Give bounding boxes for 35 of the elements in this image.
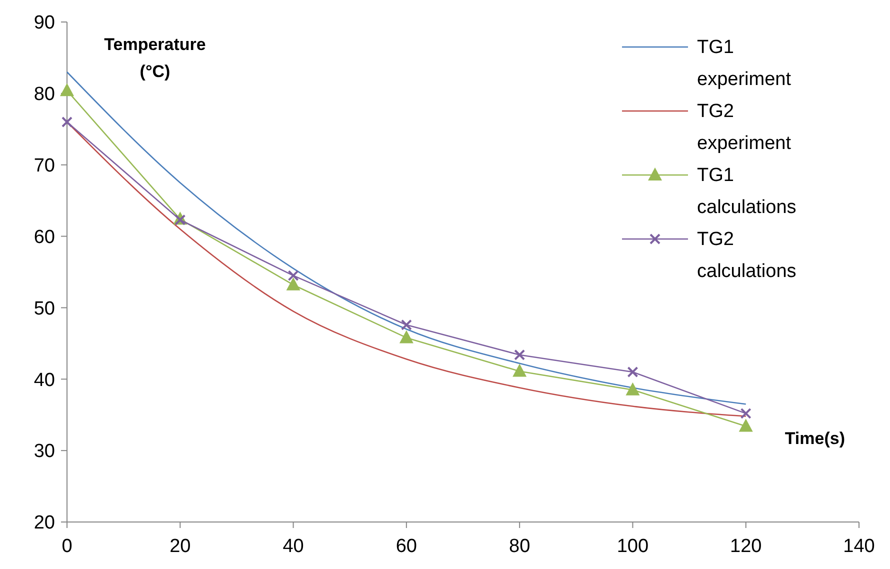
point [286, 277, 300, 290]
point [400, 319, 412, 330]
point [62, 116, 72, 128]
y-tick-label: 60 [34, 226, 55, 248]
legend-label: TG2 experiment [697, 101, 792, 154]
x-tick-label: 0 [62, 536, 72, 557]
y-tick-label: 80 [34, 84, 55, 106]
x-tick-label: 100 [616, 536, 649, 557]
x-tick-label: 80 [509, 536, 530, 557]
y-tick-label: 90 [34, 12, 55, 34]
point [627, 366, 638, 378]
y-tick-label: 40 [34, 370, 55, 391]
x-tick-label: 20 [170, 536, 191, 557]
point [288, 270, 299, 282]
point [174, 214, 186, 226]
y-axis-title: Temperature (°C) [104, 35, 206, 81]
point [60, 83, 74, 96]
x-tick-label: 60 [396, 536, 417, 557]
y-tick-label: 50 [34, 298, 55, 320]
x-tick-label: 140 [843, 536, 875, 557]
y-tick-label: 70 [34, 156, 55, 177]
point [738, 418, 753, 432]
legend-label: TG2 calculations [697, 229, 796, 282]
legend-label: TG1 calculations [697, 165, 796, 218]
point [512, 364, 527, 377]
point [399, 330, 414, 344]
legend-label: TG1 experiment [697, 37, 792, 90]
point [740, 408, 752, 419]
x-axis-title: Time(s) [784, 429, 845, 448]
point [514, 349, 526, 360]
point [626, 382, 640, 396]
y-tick-label: 30 [34, 441, 55, 462]
y-tick-label: 20 [34, 512, 55, 534]
x-tick-label: 120 [730, 536, 762, 557]
x-tick-label: 40 [282, 536, 304, 557]
